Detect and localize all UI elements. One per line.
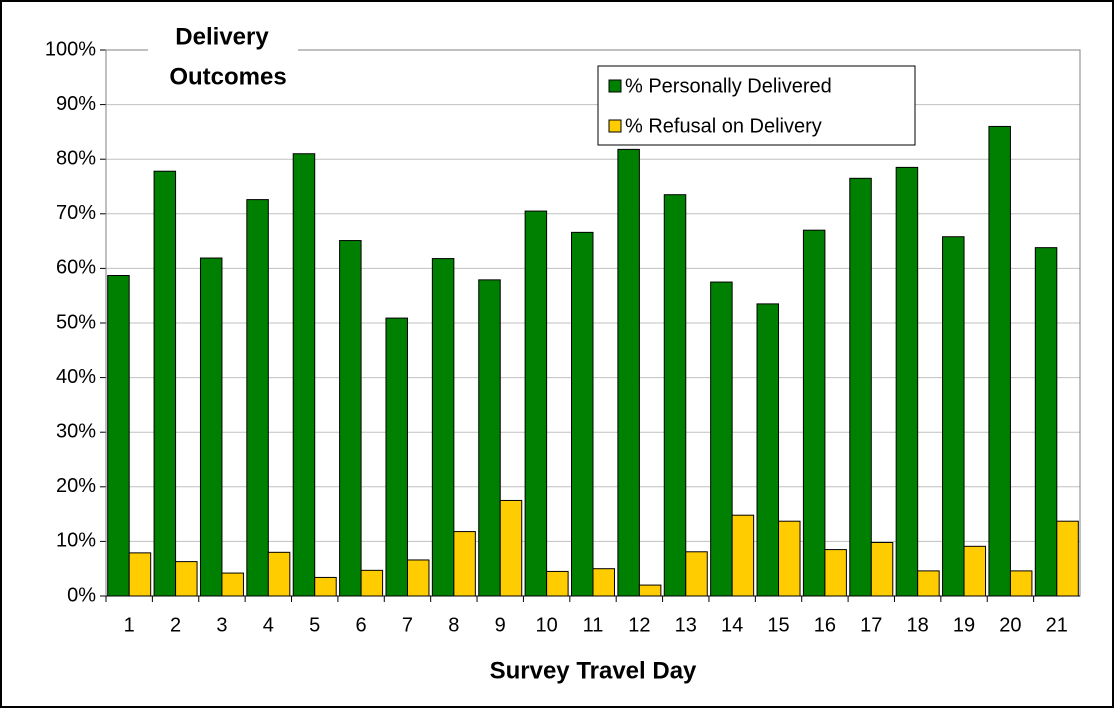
bar (663, 194, 687, 597)
bar (478, 279, 501, 597)
x-tick-label: 6 (356, 614, 367, 636)
x-tick-label: 16 (814, 614, 836, 636)
y-tick-label: 50% (56, 311, 96, 333)
y-tick-label: 10% (56, 530, 96, 552)
y-tick-label: 80% (56, 147, 96, 169)
x-tick-label: 3 (216, 614, 227, 636)
bar (1009, 570, 1033, 597)
x-tick-label: 10 (535, 614, 557, 636)
bar (917, 570, 940, 597)
x-tick-label: 13 (675, 614, 697, 636)
y-tick-label: 20% (56, 475, 96, 497)
bar (406, 559, 430, 597)
bar (802, 229, 826, 597)
bar (756, 303, 780, 597)
x-tick-label: 2 (170, 614, 181, 636)
bar (267, 551, 291, 597)
bar (499, 499, 523, 597)
bar (895, 166, 919, 597)
bar (638, 584, 662, 597)
bar (339, 240, 362, 597)
bar (431, 258, 455, 597)
x-tick-label: 11 (583, 614, 604, 636)
bar (963, 545, 987, 597)
bar (849, 177, 872, 597)
bar (314, 576, 337, 597)
bar (685, 551, 708, 597)
bar (221, 572, 244, 597)
x-tick-label: 12 (628, 614, 650, 636)
y-tick-label: 0% (67, 584, 96, 606)
x-tick-label: 4 (263, 614, 274, 636)
bar (870, 541, 894, 597)
x-tick-label: 5 (309, 614, 320, 636)
bar (824, 549, 847, 597)
y-tick-label: 60% (56, 257, 96, 279)
bar (617, 148, 640, 597)
y-tick-label: 70% (56, 202, 96, 224)
bar (988, 125, 1011, 597)
chart-title: Outcomes (169, 63, 286, 90)
x-tick-label: 15 (767, 614, 789, 636)
legend-box (597, 65, 916, 146)
bar (942, 236, 965, 597)
bar (199, 257, 223, 597)
bar (175, 561, 198, 597)
bar (360, 569, 384, 597)
y-tick-label: 90% (56, 93, 96, 115)
bar (153, 170, 177, 597)
x-tick-label: 21 (1046, 614, 1068, 636)
bar (546, 570, 569, 597)
x-tick-label: 9 (495, 614, 506, 636)
bar (524, 210, 548, 597)
x-tick-label: 14 (721, 614, 743, 636)
bar (731, 514, 755, 597)
bar (128, 552, 152, 597)
title-background (148, 22, 298, 102)
legend-label: % Personally Delivered (625, 75, 832, 97)
legend-label: % Refusal on Delivery (625, 115, 822, 137)
y-tick-label: 30% (56, 420, 96, 442)
bar (292, 153, 316, 597)
x-axis-title: Survey Travel Day (490, 657, 697, 684)
x-tick-label: 1 (124, 614, 135, 636)
bar (592, 568, 615, 597)
bar (1056, 520, 1079, 597)
bar (710, 281, 733, 597)
x-tick-label: 19 (953, 614, 975, 636)
bar (107, 274, 130, 597)
x-tick-label: 8 (448, 614, 459, 636)
bar (778, 520, 801, 597)
x-tick-label: 7 (402, 614, 413, 636)
x-tick-label: 17 (860, 614, 882, 636)
y-tick-label: 100% (45, 38, 96, 60)
x-tick-label: 18 (907, 614, 929, 636)
x-tick-label: 20 (999, 614, 1021, 636)
y-tick-label: 40% (56, 366, 96, 388)
bar (246, 199, 269, 597)
legend-swatch (608, 79, 622, 93)
bar (571, 231, 594, 597)
chart-title: Delivery (175, 23, 269, 50)
bar (453, 531, 476, 597)
bar (1034, 247, 1058, 597)
legend-swatch (608, 119, 622, 133)
bar (385, 317, 408, 597)
